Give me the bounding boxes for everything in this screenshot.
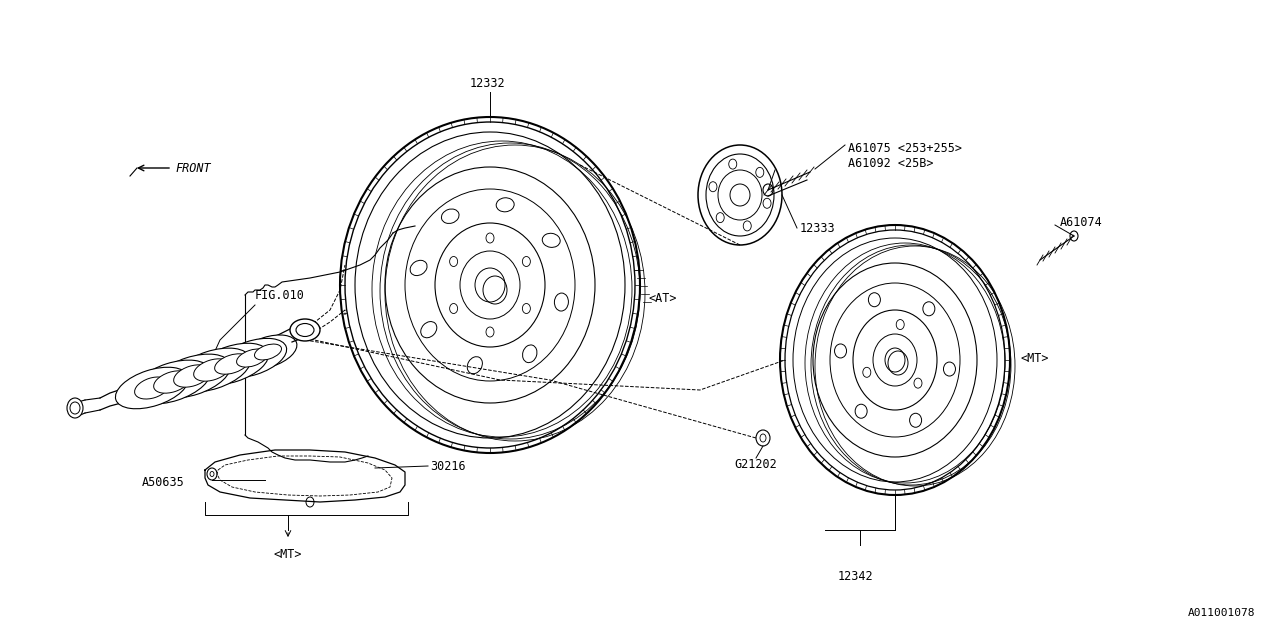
Ellipse shape [67,398,83,418]
Text: A50635: A50635 [142,476,186,488]
Ellipse shape [218,339,287,378]
Text: FRONT: FRONT [175,161,211,175]
Ellipse shape [237,349,268,367]
Text: A61092 <25B>: A61092 <25B> [849,157,933,170]
Text: A61074: A61074 [1060,216,1103,228]
Ellipse shape [134,377,169,399]
Ellipse shape [154,371,191,393]
Text: 12332: 12332 [470,77,504,90]
Ellipse shape [196,343,269,385]
Ellipse shape [154,354,230,398]
Text: FIG.010: FIG.010 [255,289,305,302]
Text: A61075 <253+255>: A61075 <253+255> [849,141,963,154]
Ellipse shape [215,354,250,374]
Ellipse shape [133,360,210,404]
Ellipse shape [291,319,320,341]
Ellipse shape [296,323,314,337]
Ellipse shape [193,359,230,381]
Ellipse shape [115,367,188,409]
Ellipse shape [70,402,81,414]
Text: 30216: 30216 [430,460,466,472]
Ellipse shape [174,365,210,387]
Text: <AT>: <AT> [648,291,677,305]
Text: G21202: G21202 [735,458,777,471]
Ellipse shape [255,344,282,360]
Ellipse shape [239,335,297,369]
Ellipse shape [174,348,251,392]
Text: A011001078: A011001078 [1188,608,1254,618]
Text: <MT>: <MT> [1020,351,1048,365]
Text: <MT>: <MT> [274,548,302,561]
Text: 12342: 12342 [837,570,873,583]
Text: 12333: 12333 [800,221,836,234]
